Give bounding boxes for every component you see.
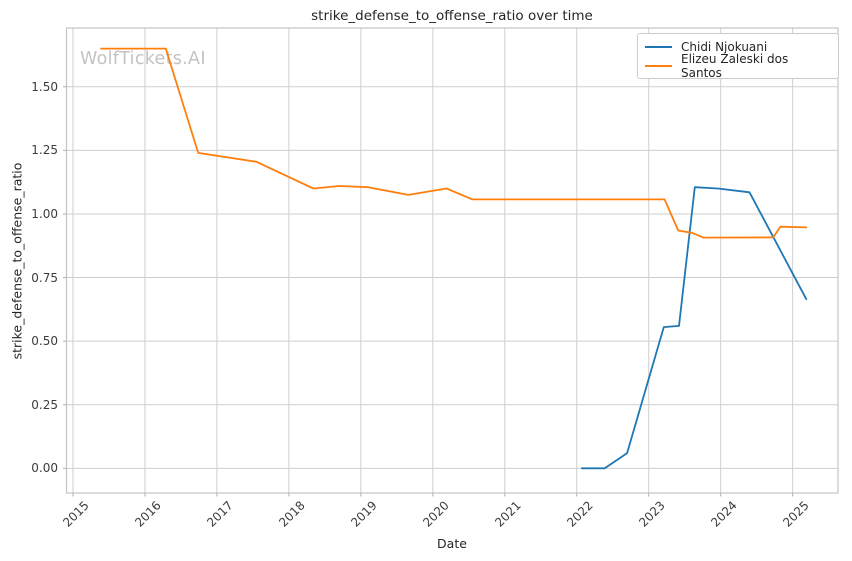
- legend-line-swatch: [645, 64, 672, 67]
- y-tick-label: 0.00: [31, 461, 58, 476]
- y-tick-label: 1.00: [31, 206, 58, 221]
- y-axis-label: strike_defense_to_offense_ratio: [9, 162, 25, 360]
- y-tick-label: 0.75: [31, 270, 58, 285]
- watermark: WolfTickets.AI: [80, 49, 206, 69]
- y-tick-label: 0.25: [31, 397, 58, 412]
- legend-item-1: Elizeu Zaleski dos Santos: [645, 52, 830, 80]
- legend: Chidi Njokuani Elizeu Zaleski dos Santos: [637, 33, 839, 80]
- y-tick-label: 1.25: [31, 143, 58, 158]
- legend-item-0: Chidi Njokuani: [645, 39, 830, 54]
- series-line-chidi-njokuani: [580, 186, 808, 470]
- x-axis-label: Date: [437, 536, 467, 551]
- chart-title: strike_defense_to_offense_ratio over tim…: [311, 8, 593, 24]
- y-tick-label: 1.50: [31, 79, 58, 94]
- y-tick-label: 0.50: [31, 334, 58, 349]
- legend-item-label: Elizeu Zaleski dos Santos: [681, 51, 789, 80]
- series-line-elizeu-zaleski-dos-santos: [100, 47, 808, 239]
- legend-item-label: Chidi Njokuani: [681, 39, 768, 54]
- legend-line-swatch: [645, 45, 672, 48]
- plot-border: [65, 27, 839, 494]
